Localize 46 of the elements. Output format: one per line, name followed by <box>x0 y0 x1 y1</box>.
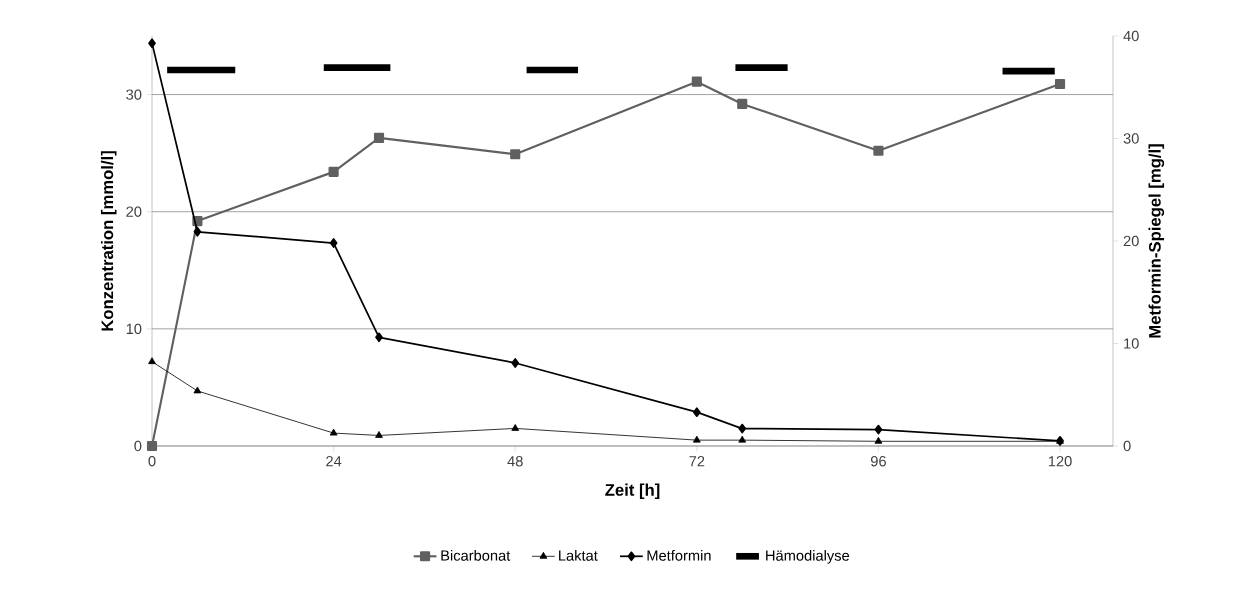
point <box>193 226 202 237</box>
x-tick-label: 96 <box>870 456 886 467</box>
x-tick-label: 48 <box>507 456 523 467</box>
point <box>1054 78 1066 90</box>
y2-tick-label: 20 <box>1123 235 1139 247</box>
y2-tick-label: 30 <box>1123 133 1139 144</box>
point <box>193 386 202 394</box>
legend-label: Laktat <box>559 549 598 561</box>
y-tick-label: 10 <box>126 323 142 335</box>
legend-label: Metformin <box>647 549 711 561</box>
legend-label: Bicarbonat <box>441 549 511 561</box>
point <box>148 357 156 365</box>
x-tick-label: 120 <box>1048 456 1072 467</box>
point <box>692 435 701 443</box>
y-axis-title: Konzentration [mmol/l] <box>100 151 117 331</box>
point <box>511 424 520 431</box>
y-tick-label: 30 <box>126 89 142 100</box>
point <box>329 238 338 248</box>
point <box>510 149 521 160</box>
legend-label: Hämodialyse <box>766 549 850 564</box>
y2-tick-label: 10 <box>1124 338 1139 349</box>
x-tick-label: 24 <box>326 456 342 467</box>
point <box>692 407 701 418</box>
point <box>373 132 385 143</box>
point <box>148 38 156 49</box>
y2-axis-title: Metformin-Spiegel [mg/l] <box>1148 144 1165 338</box>
y2-tick-label: 0 <box>1123 440 1131 452</box>
point <box>738 435 747 443</box>
point <box>691 76 702 87</box>
point <box>874 424 883 435</box>
point <box>375 431 383 438</box>
point <box>375 332 383 343</box>
point <box>737 98 748 109</box>
y2-tick-label: 40 <box>1123 30 1139 42</box>
y-tick-label: 0 <box>134 440 142 452</box>
x-tick-label: 0 <box>148 456 156 467</box>
x-tick-label: 72 <box>689 456 705 467</box>
point <box>328 166 339 177</box>
point <box>738 423 747 434</box>
x-axis-title: Zeit [h] <box>605 483 660 500</box>
point <box>874 436 883 444</box>
point <box>146 440 158 452</box>
point <box>511 358 520 368</box>
y-tick-label: 20 <box>126 206 142 217</box>
point <box>329 428 338 436</box>
point <box>873 145 884 156</box>
